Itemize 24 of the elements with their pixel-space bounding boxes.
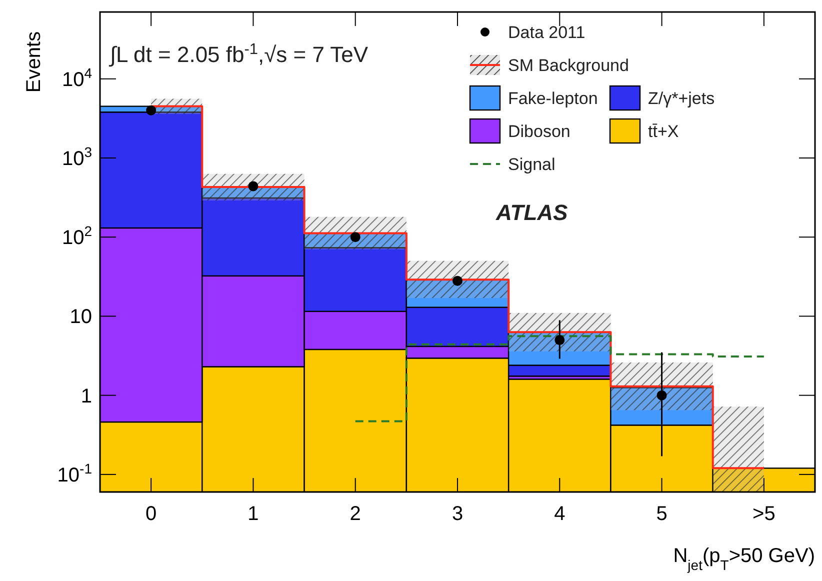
- x-tick-label: 3: [452, 503, 464, 525]
- legend-label: Fake-lepton: [508, 89, 598, 108]
- legend-label: Signal: [508, 155, 556, 174]
- legend-label: Data 2011: [508, 23, 586, 42]
- x-tick-label: 0: [146, 503, 157, 525]
- x-tick-label: 1: [248, 503, 259, 525]
- y-tick-label: 10$^{2}$: [62, 223, 92, 250]
- legend-label: Diboson: [508, 122, 570, 141]
- y-axis-title: Events: [23, 31, 45, 93]
- x-tick-label: 4: [554, 503, 566, 525]
- annotation: ATLAS: [495, 200, 568, 225]
- legend-label: SM Background: [508, 56, 629, 75]
- x-tick-label: >5: [752, 503, 776, 525]
- y-tick-label: 10$^{4}$: [62, 64, 92, 91]
- legend-label: tt̄+X: [648, 122, 679, 141]
- x-tick-label: 5: [656, 503, 668, 525]
- legend-label: Z/γ*+jets: [648, 89, 715, 108]
- y-tick-label: 10$^{3}$: [62, 144, 92, 170]
- x-tick-label: 2: [350, 503, 361, 525]
- y-tick-label: 10$^{-1}$: [57, 460, 92, 486]
- annotation: ∫L dt = 2.05 fb$^{-1}$,√s = 7 TeV: [108, 40, 368, 67]
- y-tick-label: 1: [80, 385, 92, 408]
- y-tick-label: 10: [70, 306, 92, 328]
- x-axis-title: N$_{jet}$(p$_{T}$>50 GeV): [673, 545, 815, 573]
